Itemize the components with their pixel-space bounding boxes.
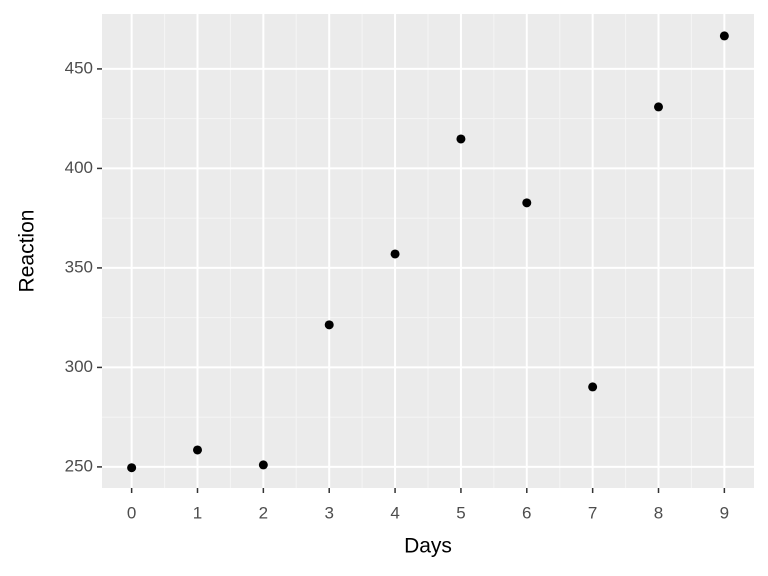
- x-tick-label: 7: [588, 503, 597, 522]
- x-tick-label: 0: [127, 503, 136, 522]
- point: [324, 320, 334, 330]
- x-tick-label: 3: [324, 503, 333, 522]
- point: [588, 382, 598, 392]
- point: [654, 102, 664, 112]
- x-tick-label: 1: [193, 503, 202, 522]
- x-tick-label: 2: [259, 503, 268, 522]
- point: [456, 134, 466, 144]
- x-tick-label: 4: [390, 503, 399, 522]
- point: [719, 31, 729, 41]
- y-axis-title: Reaction: [16, 210, 39, 293]
- marks: [127, 31, 729, 473]
- y-tick-label: 400: [65, 158, 93, 177]
- y-tick-label: 450: [65, 58, 93, 77]
- point: [390, 249, 400, 259]
- y-tick-label: 250: [65, 456, 93, 475]
- x-axis-title: Days: [404, 535, 452, 558]
- point: [522, 198, 532, 208]
- point: [127, 463, 137, 473]
- y-tick-label: 350: [65, 257, 93, 276]
- x-tick-label: 6: [522, 503, 531, 522]
- grid: [102, 14, 754, 488]
- y-tick-label: 300: [65, 357, 93, 376]
- x-tick-label: 5: [456, 503, 465, 522]
- x-tick-label: 8: [654, 503, 663, 522]
- point: [192, 445, 202, 455]
- x-tick-label: 9: [720, 503, 729, 522]
- point: [258, 460, 268, 470]
